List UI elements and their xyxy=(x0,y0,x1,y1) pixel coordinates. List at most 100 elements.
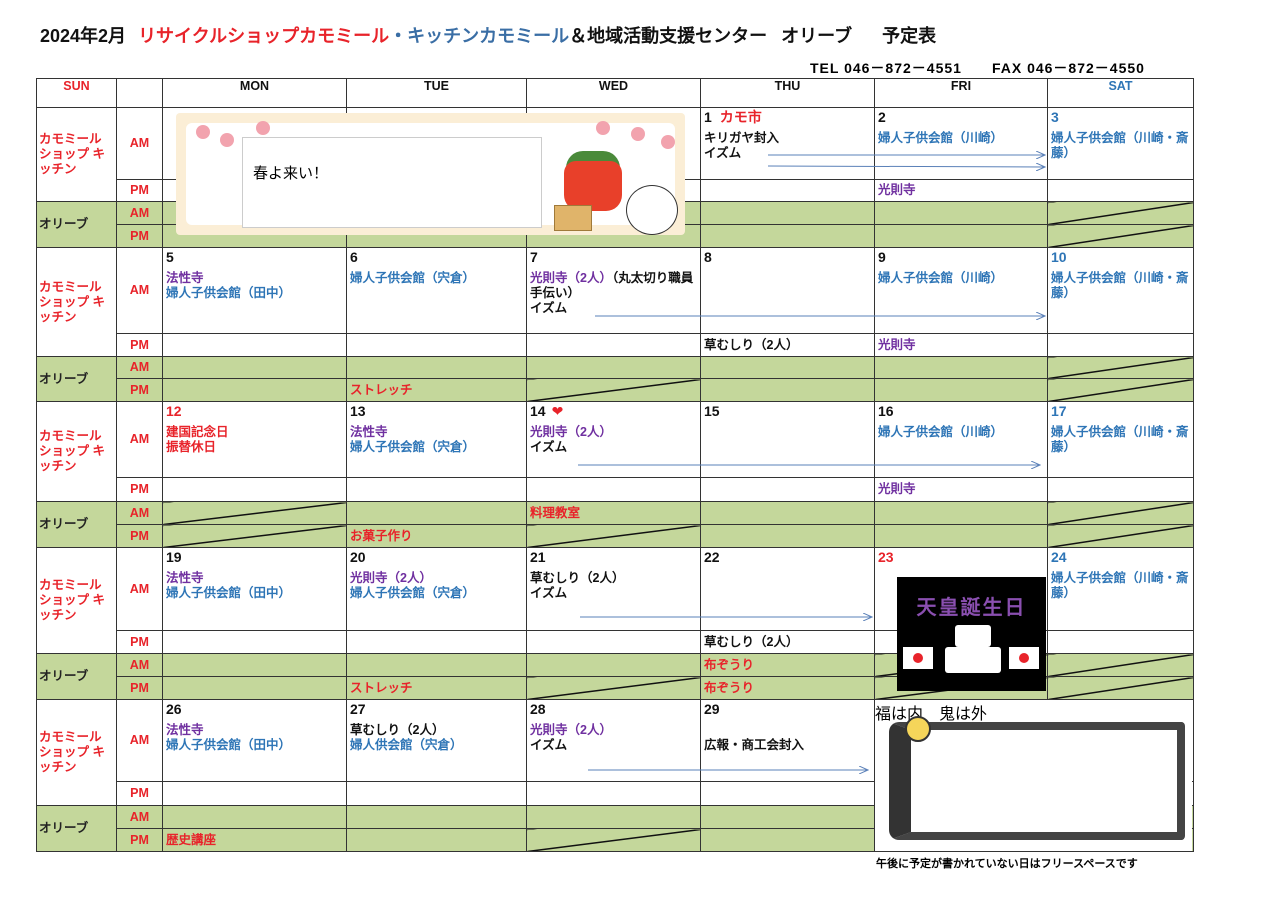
olive-cell-am[interactable] xyxy=(1047,201,1194,225)
olive-cell-am[interactable] xyxy=(874,356,1048,379)
day-cell-pm[interactable]: 草むしり（2人） xyxy=(700,333,875,357)
date-value: 8 xyxy=(704,249,712,265)
olive-cell-am[interactable] xyxy=(700,805,875,829)
day-cell-pm[interactable] xyxy=(526,333,701,357)
day-cell-am[interactable]: 16 婦人子供会館（川崎） xyxy=(874,401,1048,478)
olive-cell-pm[interactable]: ストレッチ xyxy=(346,378,527,402)
olive-cell-am[interactable]: 料理教室 xyxy=(526,501,701,525)
olive-cell-pm[interactable] xyxy=(162,524,347,548)
olive-cell-am[interactable] xyxy=(700,356,875,379)
day-cell-am[interactable]: 8 xyxy=(700,247,875,334)
day-cell-am[interactable]: 29 広報・商工会封入 xyxy=(700,699,875,782)
day-cell-pm[interactable] xyxy=(162,630,347,654)
olive-cell-pm[interactable] xyxy=(162,676,347,700)
day-cell-pm[interactable] xyxy=(346,477,527,502)
day-cell-am[interactable]: 19 法性寺 婦人子供会館（田中） xyxy=(162,547,347,631)
olive-cell-am[interactable] xyxy=(526,653,701,677)
olive-cell-am[interactable] xyxy=(526,805,701,829)
olive-cell-am[interactable] xyxy=(700,201,875,225)
olive-cell-pm[interactable] xyxy=(874,524,1048,548)
day-cell-pm[interactable] xyxy=(526,781,701,806)
schedule-item: （丸太切り職員手伝い） xyxy=(530,271,694,300)
olive-cell-pm[interactable] xyxy=(700,224,875,248)
olive-cell-am[interactable] xyxy=(162,356,347,379)
day-cell-pm[interactable] xyxy=(1047,630,1194,654)
day-cell-am[interactable]: 22 xyxy=(700,547,875,631)
day-cell-pm[interactable]: 光則寺 xyxy=(874,477,1048,502)
olive-cell-am[interactable] xyxy=(874,201,1048,225)
olive-cell-am[interactable] xyxy=(700,501,875,525)
day-cell-pm[interactable] xyxy=(526,477,701,502)
day-cell-pm[interactable] xyxy=(1047,179,1194,202)
day-cell-am[interactable]: 2 婦人子供会館（川崎） xyxy=(874,107,1048,180)
olive-cell-am[interactable]: 布ぞうり xyxy=(700,653,875,677)
day-cell-am[interactable]: 28 光則寺（2人） イズム xyxy=(526,699,701,782)
olive-cell-pm[interactable]: お菓子作り xyxy=(346,524,527,548)
day-cell-pm[interactable] xyxy=(1047,477,1194,502)
olive-cell-am[interactable] xyxy=(1047,501,1194,525)
olive-cell-pm[interactable] xyxy=(700,828,875,852)
olive-cell-am[interactable] xyxy=(346,805,527,829)
day-cell-am[interactable]: 27 草むしり（2人） 婦人供会館（宍倉） xyxy=(346,699,527,782)
day-cell-pm[interactable] xyxy=(700,477,875,502)
olive-cell-pm[interactable]: ストレッチ xyxy=(346,676,527,700)
day-cell-am[interactable]: 1 カモ市 キリガヤ封入 イズム xyxy=(700,107,875,180)
olive-cell-pm[interactable] xyxy=(700,524,875,548)
olive-cell-am[interactable] xyxy=(1047,653,1194,677)
olive-cell-pm[interactable] xyxy=(1047,676,1194,700)
olive-cell-pm[interactable] xyxy=(526,524,701,548)
day-cell-pm[interactable] xyxy=(700,781,875,806)
olive-cell-pm[interactable] xyxy=(700,378,875,402)
day-cell-am[interactable]: 20 光則寺（2人） 婦人子供会館（宍倉） xyxy=(346,547,527,631)
ehomaki-icon xyxy=(905,716,931,742)
olive-cell-am[interactable] xyxy=(162,805,347,829)
olive-cell-pm[interactable] xyxy=(346,828,527,852)
schedule-item xyxy=(704,723,871,738)
olive-cell-am[interactable] xyxy=(346,501,527,525)
olive-cell-pm[interactable]: 歴史講座 xyxy=(162,828,347,852)
olive-cell-am[interactable] xyxy=(346,653,527,677)
olive-cell-am[interactable] xyxy=(162,501,347,525)
day-cell-am[interactable]: 26 法性寺 婦人子供会館（田中） xyxy=(162,699,347,782)
day-cell-am[interactable]: 6 婦人子供会館（宍倉） xyxy=(346,247,527,334)
day-cell-am[interactable]: 14 ❤ 光則寺（2人） イズム xyxy=(526,401,701,478)
olive-cell-pm[interactable]: 布ぞうり xyxy=(700,676,875,700)
day-cell-pm[interactable] xyxy=(700,179,875,202)
day-cell-am[interactable]: 15 xyxy=(700,401,875,478)
day-cell-am[interactable]: 24 婦人子供会館（川崎・斎藤） xyxy=(1047,547,1194,631)
day-cell-am[interactable]: 12 建国記念日 振替休日 xyxy=(162,401,347,478)
olive-cell-pm[interactable] xyxy=(1047,378,1194,402)
day-cell-pm[interactable] xyxy=(1047,333,1194,357)
day-cell-pm[interactable] xyxy=(346,781,527,806)
day-cell-pm[interactable] xyxy=(346,333,527,357)
olive-cell-am[interactable] xyxy=(1047,356,1194,379)
day-cell-pm[interactable]: 光則寺 xyxy=(874,179,1048,202)
day-cell-pm[interactable]: 光則寺 xyxy=(874,333,1048,357)
olive-cell-pm[interactable] xyxy=(874,224,1048,248)
olive-cell-pm[interactable] xyxy=(1047,524,1194,548)
day-cell-pm[interactable] xyxy=(526,630,701,654)
day-cell-am[interactable]: 10 婦人子供会館（川崎・斎藤） xyxy=(1047,247,1194,334)
olive-cell-am[interactable] xyxy=(346,356,527,379)
day-cell-am[interactable]: 9 婦人子供会館（川崎） xyxy=(874,247,1048,334)
olive-cell-pm[interactable] xyxy=(526,378,701,402)
olive-cell-pm[interactable] xyxy=(1047,224,1194,248)
olive-cell-pm[interactable] xyxy=(526,828,701,852)
day-cell-am[interactable]: 13 法性寺 婦人子供会館（宍倉） xyxy=(346,401,527,478)
day-cell-pm[interactable] xyxy=(346,630,527,654)
olive-cell-am[interactable] xyxy=(874,501,1048,525)
day-cell-pm[interactable]: 草むしり（2人） xyxy=(700,630,875,654)
olive-cell-pm[interactable] xyxy=(874,378,1048,402)
day-cell-am[interactable]: 5 法性寺 婦人子供会館（田中） xyxy=(162,247,347,334)
day-cell-pm[interactable] xyxy=(162,781,347,806)
day-cell-am[interactable]: 21 草むしり（2人） イズム xyxy=(526,547,701,631)
day-cell-am[interactable]: 7 光則寺（2人）（丸太切り職員手伝い） イズム xyxy=(526,247,701,334)
olive-cell-pm[interactable] xyxy=(526,676,701,700)
olive-cell-pm[interactable] xyxy=(162,378,347,402)
day-cell-am[interactable]: 3 婦人子供会館（川崎・斎藤） xyxy=(1047,107,1194,180)
day-cell-pm[interactable] xyxy=(162,333,347,357)
olive-cell-am[interactable] xyxy=(162,653,347,677)
day-cell-am[interactable]: 17 婦人子供会館（川崎・斎藤） xyxy=(1047,401,1194,478)
day-cell-pm[interactable] xyxy=(162,477,347,502)
olive-cell-am[interactable] xyxy=(526,356,701,379)
